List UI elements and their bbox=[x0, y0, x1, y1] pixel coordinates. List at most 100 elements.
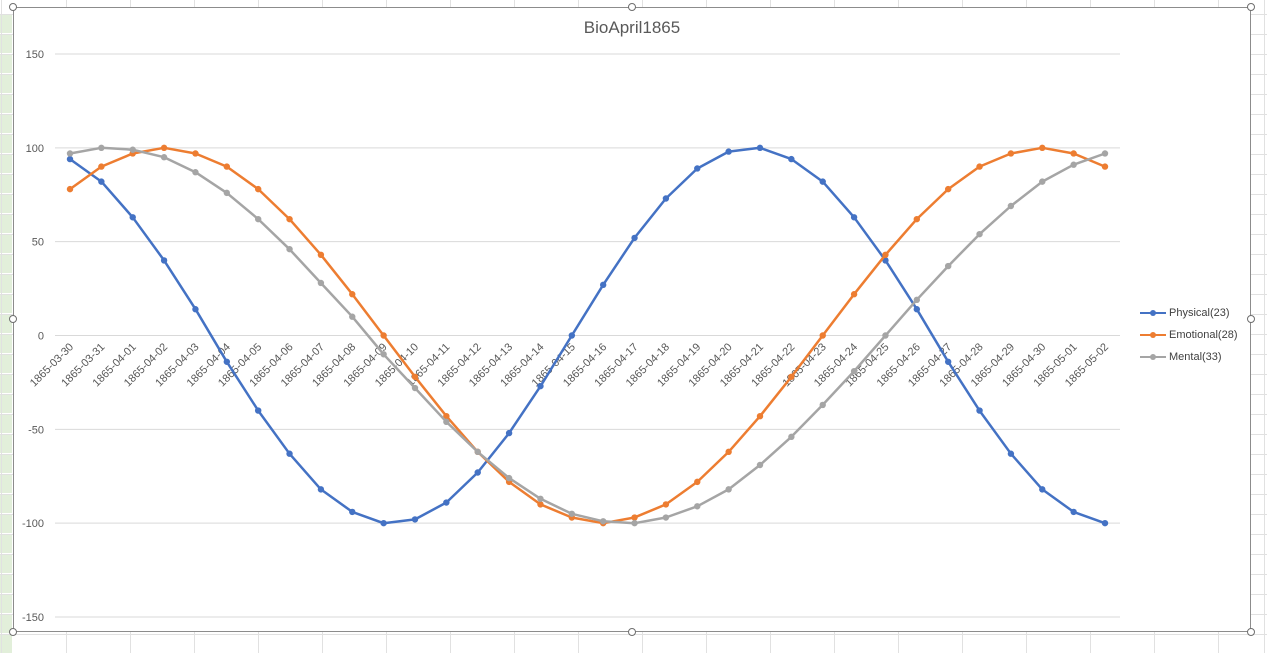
data-point[interactable] bbox=[788, 373, 795, 380]
data-point[interactable] bbox=[505, 474, 513, 482]
data-point[interactable] bbox=[662, 501, 670, 508]
data-point[interactable] bbox=[882, 332, 889, 339]
data-point[interactable] bbox=[599, 518, 607, 525]
series-line[interactable] bbox=[69, 146, 1106, 525]
data-point[interactable] bbox=[1007, 150, 1015, 157]
data-point[interactable] bbox=[694, 478, 701, 486]
data-point[interactable] bbox=[631, 234, 638, 242]
data-point[interactable] bbox=[317, 486, 325, 493]
data-point[interactable] bbox=[192, 169, 199, 176]
data-point[interactable] bbox=[1101, 519, 1109, 527]
data-point[interactable] bbox=[66, 155, 74, 163]
data-point[interactable] bbox=[66, 150, 74, 157]
data-point[interactable] bbox=[819, 332, 826, 339]
data-point[interactable] bbox=[443, 418, 450, 426]
data-point[interactable] bbox=[819, 401, 826, 409]
data-point[interactable] bbox=[850, 367, 858, 375]
data-point[interactable] bbox=[411, 516, 419, 523]
data-point[interactable] bbox=[160, 257, 168, 264]
data-point[interactable] bbox=[725, 148, 732, 155]
data-point[interactable] bbox=[599, 281, 607, 289]
series-line[interactable] bbox=[69, 146, 1106, 525]
resize-handle-top-left[interactable] bbox=[9, 3, 17, 11]
data-point[interactable] bbox=[129, 214, 136, 221]
data-point[interactable] bbox=[725, 448, 732, 456]
data-point[interactable] bbox=[568, 332, 576, 339]
data-point[interactable] bbox=[662, 514, 670, 521]
data-point[interactable] bbox=[223, 163, 231, 170]
data-point[interactable] bbox=[1039, 486, 1046, 493]
data-point[interactable] bbox=[756, 144, 764, 152]
data-point[interactable] bbox=[537, 495, 544, 502]
data-point[interactable] bbox=[160, 144, 168, 152]
data-point[interactable] bbox=[98, 144, 105, 152]
data-point[interactable] bbox=[380, 351, 387, 358]
data-point[interactable] bbox=[788, 155, 795, 163]
data-point[interactable] bbox=[411, 384, 419, 392]
resize-handle-bottom-center[interactable] bbox=[628, 628, 636, 636]
data-point[interactable] bbox=[254, 185, 262, 193]
data-point[interactable] bbox=[1070, 161, 1077, 168]
resize-handle-bottom-left[interactable] bbox=[9, 628, 17, 636]
data-point[interactable] bbox=[286, 215, 293, 223]
data-point[interactable] bbox=[1070, 508, 1077, 516]
data-point[interactable] bbox=[254, 407, 262, 414]
chart-area[interactable] bbox=[13, 7, 1251, 632]
data-point[interactable] bbox=[913, 296, 921, 304]
data-point[interactable] bbox=[443, 499, 450, 506]
resize-handle-top-center[interactable] bbox=[628, 3, 636, 11]
data-point[interactable] bbox=[223, 358, 231, 365]
data-point[interactable] bbox=[443, 412, 450, 420]
data-point[interactable] bbox=[913, 215, 921, 223]
data-point[interactable] bbox=[1101, 163, 1109, 170]
legend-item[interactable]: Emotional(28) bbox=[1140, 327, 1237, 343]
data-point[interactable] bbox=[411, 373, 419, 380]
data-point[interactable] bbox=[505, 429, 513, 437]
data-point[interactable] bbox=[160, 154, 168, 161]
data-point[interactable] bbox=[380, 519, 387, 527]
data-point[interactable] bbox=[976, 407, 983, 414]
data-point[interactable] bbox=[1007, 450, 1015, 457]
data-point[interactable] bbox=[1070, 150, 1077, 157]
resize-handle-middle-right[interactable] bbox=[1247, 315, 1255, 323]
data-point[interactable] bbox=[662, 195, 670, 202]
data-point[interactable] bbox=[286, 450, 293, 457]
resize-handle-top-right[interactable] bbox=[1247, 3, 1255, 11]
data-point[interactable] bbox=[98, 163, 105, 170]
data-point[interactable] bbox=[129, 146, 136, 153]
resize-handle-middle-left[interactable] bbox=[9, 315, 17, 323]
data-point[interactable] bbox=[944, 262, 952, 270]
data-point[interactable] bbox=[1039, 178, 1046, 185]
data-point[interactable] bbox=[913, 306, 921, 313]
data-point[interactable] bbox=[380, 332, 387, 339]
data-point[interactable] bbox=[882, 251, 889, 259]
data-point[interactable] bbox=[349, 291, 356, 298]
data-point[interactable] bbox=[474, 469, 481, 476]
data-point[interactable] bbox=[317, 279, 325, 287]
data-point[interactable] bbox=[756, 461, 764, 469]
data-point[interactable] bbox=[192, 150, 199, 157]
data-point[interactable] bbox=[819, 178, 826, 185]
data-point[interactable] bbox=[537, 382, 544, 390]
data-point[interactable] bbox=[349, 313, 356, 320]
data-point[interactable] bbox=[66, 185, 74, 193]
data-point[interactable] bbox=[976, 163, 983, 170]
resize-handle-bottom-right[interactable] bbox=[1247, 628, 1255, 636]
data-point[interactable] bbox=[254, 215, 262, 223]
data-point[interactable] bbox=[1039, 144, 1046, 152]
data-point[interactable] bbox=[631, 519, 638, 527]
data-point[interactable] bbox=[944, 358, 952, 365]
data-point[interactable] bbox=[850, 214, 858, 221]
data-point[interactable] bbox=[631, 514, 638, 521]
data-point[interactable] bbox=[192, 306, 199, 313]
data-point[interactable] bbox=[976, 230, 983, 238]
data-point[interactable] bbox=[944, 185, 952, 193]
data-point[interactable] bbox=[756, 412, 764, 420]
data-point[interactable] bbox=[537, 501, 544, 508]
data-point[interactable] bbox=[223, 189, 231, 197]
data-point[interactable] bbox=[725, 486, 732, 493]
series-line[interactable] bbox=[69, 146, 1106, 525]
data-point[interactable] bbox=[317, 251, 325, 259]
data-point[interactable] bbox=[568, 510, 576, 517]
data-point[interactable] bbox=[349, 508, 356, 516]
